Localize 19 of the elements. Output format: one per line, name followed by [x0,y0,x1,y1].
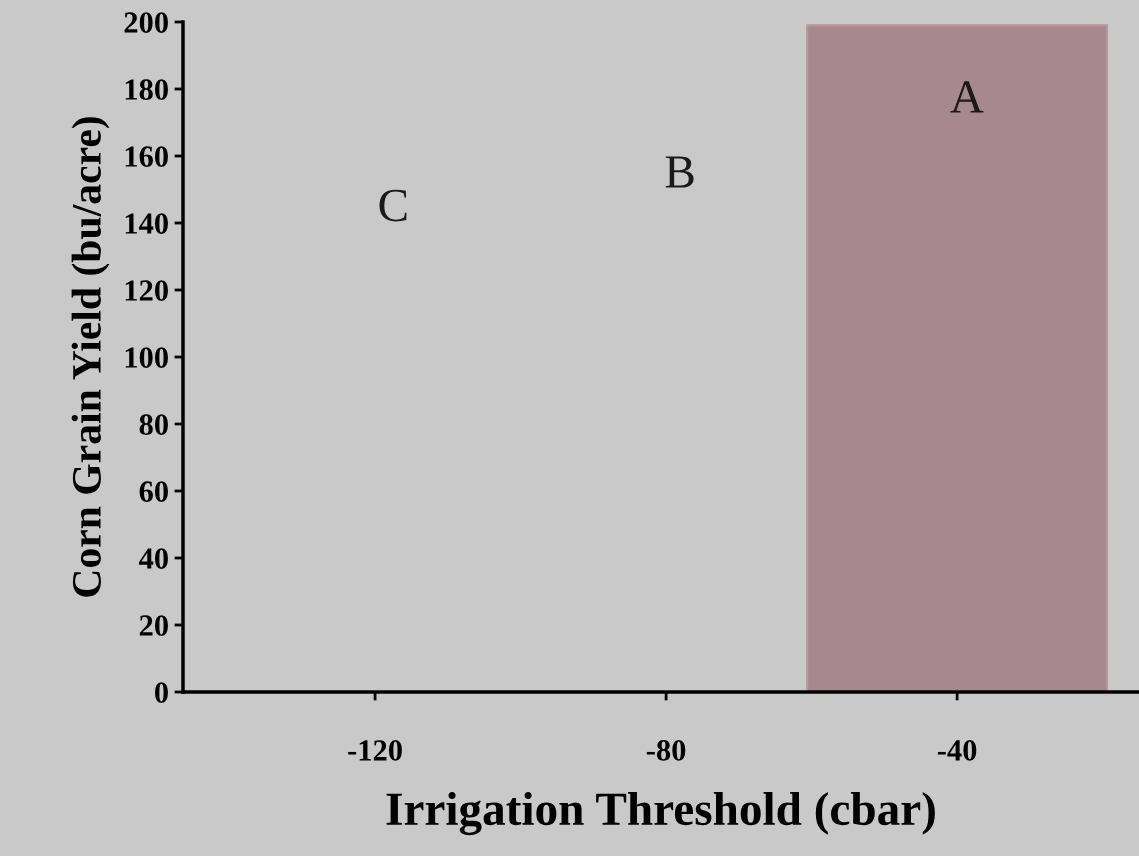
x-axis-title: Irrigation Threshold (cbar) [386,791,935,836]
y-tick-label: 120 [125,280,168,301]
x-tick-label: -80 [646,740,686,761]
annotation: A [950,81,984,113]
y-tick-label: 140 [125,213,168,234]
y-axis-title: Corn Grain Yield (bu/acre) [71,117,110,597]
x-tick-label: -40 [937,740,977,761]
y-tick-label: 100 [125,347,168,368]
y-tick-label: 80 [139,414,168,435]
y-tick-label: 160 [125,146,168,167]
y-tick-label: 180 [125,79,168,100]
annotation: C [379,189,407,222]
annotation: B [665,156,694,188]
y-tick-label: 40 [138,548,168,569]
y-tick-label: 0 [155,682,168,703]
y-tick-label: 60 [139,481,168,502]
x-tick-label: -120 [348,740,402,761]
y-tick-label: 20 [139,615,168,636]
y-tick-label: 200 [124,12,168,33]
